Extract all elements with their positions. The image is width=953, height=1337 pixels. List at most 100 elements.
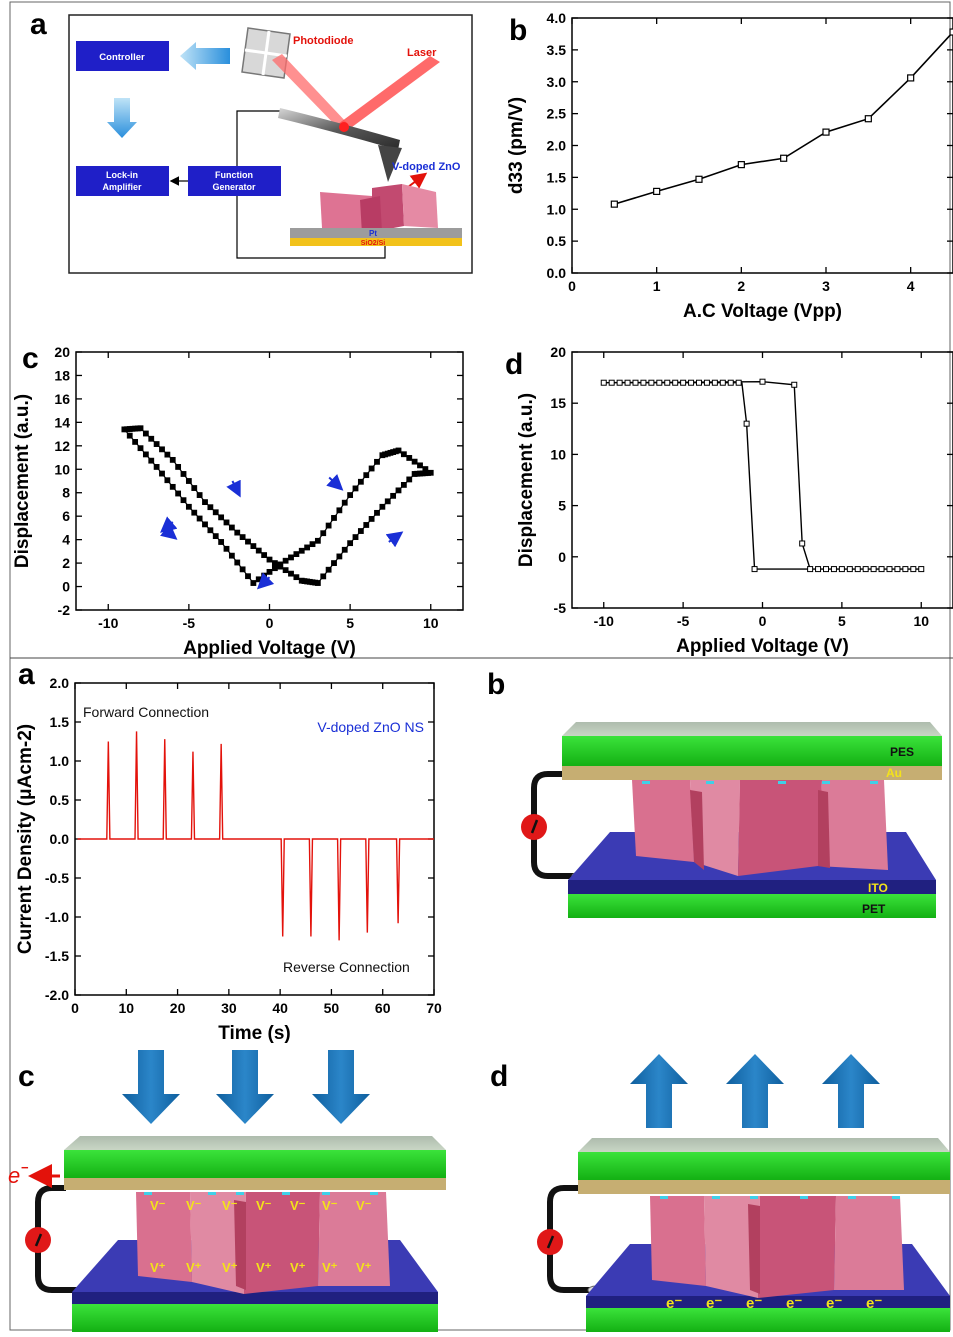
direction-arrow xyxy=(385,531,404,548)
y-axis-label: d33 (pm/V) xyxy=(506,97,527,194)
data-point xyxy=(823,566,829,573)
x-tick-label: 30 xyxy=(221,1000,237,1016)
data-point xyxy=(653,187,661,195)
ammeter-needle xyxy=(34,1233,43,1247)
data-point xyxy=(175,490,182,497)
au-layer xyxy=(578,1180,950,1194)
funcgen-label-1: Function xyxy=(215,170,253,180)
data-point xyxy=(228,552,235,559)
wire-funcgen-to-cantilever xyxy=(236,110,285,166)
data-point xyxy=(390,492,397,499)
v-plus-labels: V⁺ V⁺ V⁺ V⁺ V⁺ V⁺ V⁺ xyxy=(150,1260,372,1275)
data-point xyxy=(846,566,853,573)
x-tick-label: 1 xyxy=(653,278,661,294)
v-plus-label: V⁺ xyxy=(150,1260,166,1275)
x-tick-label: 10 xyxy=(423,615,439,631)
data-point xyxy=(180,471,187,477)
v-minus-label: V⁻ xyxy=(356,1198,372,1213)
y-tick-label: 18 xyxy=(54,367,70,383)
direction-arrow xyxy=(326,473,344,491)
data-point xyxy=(400,482,407,488)
afm-tip xyxy=(378,145,402,182)
data-point xyxy=(363,522,370,528)
y-tick-label: 2.0 xyxy=(50,675,70,691)
data-point xyxy=(894,566,901,573)
data-point xyxy=(368,465,375,472)
v-minus-label: V⁻ xyxy=(150,1198,166,1213)
data-point xyxy=(153,464,160,470)
bottom-panel-d: d e⁻ e⁻ e⁻ e⁻ e⁻ e⁻ xyxy=(490,1054,950,1332)
electron-symbol: e xyxy=(8,1163,20,1188)
data-point xyxy=(780,154,788,162)
sample-label: V-doped ZnO xyxy=(392,161,461,173)
data-point xyxy=(751,566,758,573)
data-point xyxy=(672,379,679,386)
data-point xyxy=(862,566,869,573)
data-point xyxy=(169,456,176,463)
charge-dashes xyxy=(144,1192,378,1195)
data-point xyxy=(218,514,225,521)
y-tick-label: 1.0 xyxy=(50,753,70,769)
data-point xyxy=(207,504,214,511)
data-point xyxy=(352,534,359,540)
pt-label: Pt xyxy=(369,229,377,238)
data-point xyxy=(703,379,710,386)
x-tick-label: 0 xyxy=(71,1000,79,1016)
panel-letter: b xyxy=(509,14,527,47)
data-point xyxy=(271,560,278,566)
data-point xyxy=(374,458,380,465)
y-axis-label: Displacement (a.u.) xyxy=(516,393,537,567)
data-point xyxy=(223,519,230,526)
function-generator-block xyxy=(188,166,281,196)
data-point xyxy=(282,557,289,564)
v-plus-label: V⁺ xyxy=(256,1260,272,1275)
data-point xyxy=(148,457,155,464)
data-point xyxy=(822,128,830,136)
v-minus-label: V⁻ xyxy=(322,1198,338,1213)
direction-arrow xyxy=(160,516,178,533)
data-point xyxy=(336,553,343,560)
ito-layer-edge xyxy=(568,880,936,894)
data-point xyxy=(191,509,198,516)
y-tick-label: -1.5 xyxy=(45,948,69,964)
top-panel-c: c -10 -5 0 5 10 -2 0 2 4 6 8 10 12 14 16 18 20 Applied Vo… xyxy=(12,342,464,659)
y-tick-label: 8 xyxy=(62,485,70,501)
y-axis-label: Displacement (a.u.) xyxy=(12,394,33,568)
data-point xyxy=(347,492,354,498)
data-point xyxy=(425,470,431,476)
x-tick-label: 20 xyxy=(170,1000,186,1016)
y-tick-label: 0.5 xyxy=(50,792,70,808)
data-point xyxy=(320,573,327,580)
top-panel-a: a Controller Lock-in Amplifier Function … xyxy=(30,8,473,274)
x-axis-label: Applied Voltage (V) xyxy=(676,636,849,657)
data-point xyxy=(196,515,203,522)
data-point xyxy=(363,472,370,479)
v-minus-label: V⁻ xyxy=(290,1198,306,1213)
au-label: Au xyxy=(886,766,902,780)
ito-layer-edge xyxy=(586,1296,950,1308)
data-point xyxy=(239,566,246,573)
data-point xyxy=(737,161,745,169)
lockin-block xyxy=(76,166,169,196)
top-c-chart: -10 -5 0 5 10 -2 0 2 4 6 8 10 12 14 16 18 20 Applied Volt… xyxy=(12,344,464,659)
pet-layer xyxy=(72,1304,438,1332)
electron-charge-sign: − xyxy=(21,1160,29,1175)
y-tick-label: -2 xyxy=(58,602,71,618)
data-point xyxy=(368,516,375,522)
direction-arrow xyxy=(226,479,241,498)
y-tick-label: 20 xyxy=(550,344,566,360)
data-point xyxy=(304,544,311,551)
series-line xyxy=(614,31,953,205)
data-point xyxy=(293,574,300,581)
x-tick-label: 5 xyxy=(838,613,846,629)
top-panel-b: b 0 1 2 3 4 0.0 0.5 1.0 1.5 2.0 2.5 3.0 3.5 4.0 A.C Vo… xyxy=(506,10,953,322)
data-point xyxy=(878,566,885,573)
y-tick-label: 6 xyxy=(62,508,70,524)
data-point xyxy=(807,566,814,573)
data-point xyxy=(164,477,171,484)
data-point xyxy=(223,545,230,552)
data-point xyxy=(159,470,165,477)
panel-letter: c xyxy=(18,1060,35,1093)
x-tick-label: 10 xyxy=(913,613,929,629)
data-point xyxy=(153,441,160,447)
